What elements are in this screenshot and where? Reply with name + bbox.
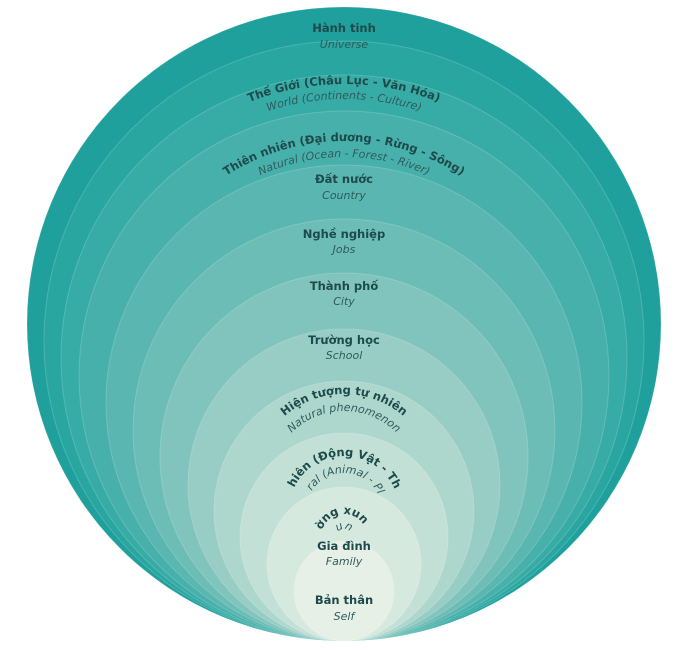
layer-label-11: Gia đình Family bbox=[317, 539, 371, 568]
layer-title-en: School bbox=[326, 349, 363, 362]
layer-label-5: Nghề nghiệp Jobs bbox=[303, 227, 385, 256]
layer-circle-12 bbox=[293, 540, 395, 642]
layer-title-en: Self bbox=[334, 610, 357, 623]
layer-title-en: Country bbox=[322, 189, 366, 202]
layer-title-vi: Đất nước bbox=[315, 172, 373, 186]
layer-label-7: Trường học School bbox=[308, 333, 380, 362]
layer-label-12: Bản thân Self bbox=[315, 593, 373, 623]
layer-label-6: Thành phố City bbox=[310, 279, 379, 308]
layer-title-vi: Nghề nghiệp bbox=[303, 227, 385, 241]
layer-title-vi: Bản thân bbox=[315, 593, 373, 607]
layer-title-en: Universe bbox=[320, 38, 369, 51]
layer-label-1: Hành tinh Universe bbox=[312, 21, 376, 51]
layer-12 bbox=[293, 540, 395, 642]
layer-title-en: Family bbox=[326, 555, 363, 568]
layer-label-4: Đất nước Country bbox=[315, 172, 373, 202]
layer-title-vi: Gia đình bbox=[317, 539, 371, 553]
layer-title-vi: Thành phố bbox=[310, 279, 379, 293]
layer-title-vi: Trường học bbox=[308, 333, 380, 347]
layer-title-vi: Hành tinh bbox=[312, 21, 376, 35]
layer-title-en: City bbox=[333, 295, 355, 308]
layer-title-en: Jobs bbox=[331, 243, 356, 256]
